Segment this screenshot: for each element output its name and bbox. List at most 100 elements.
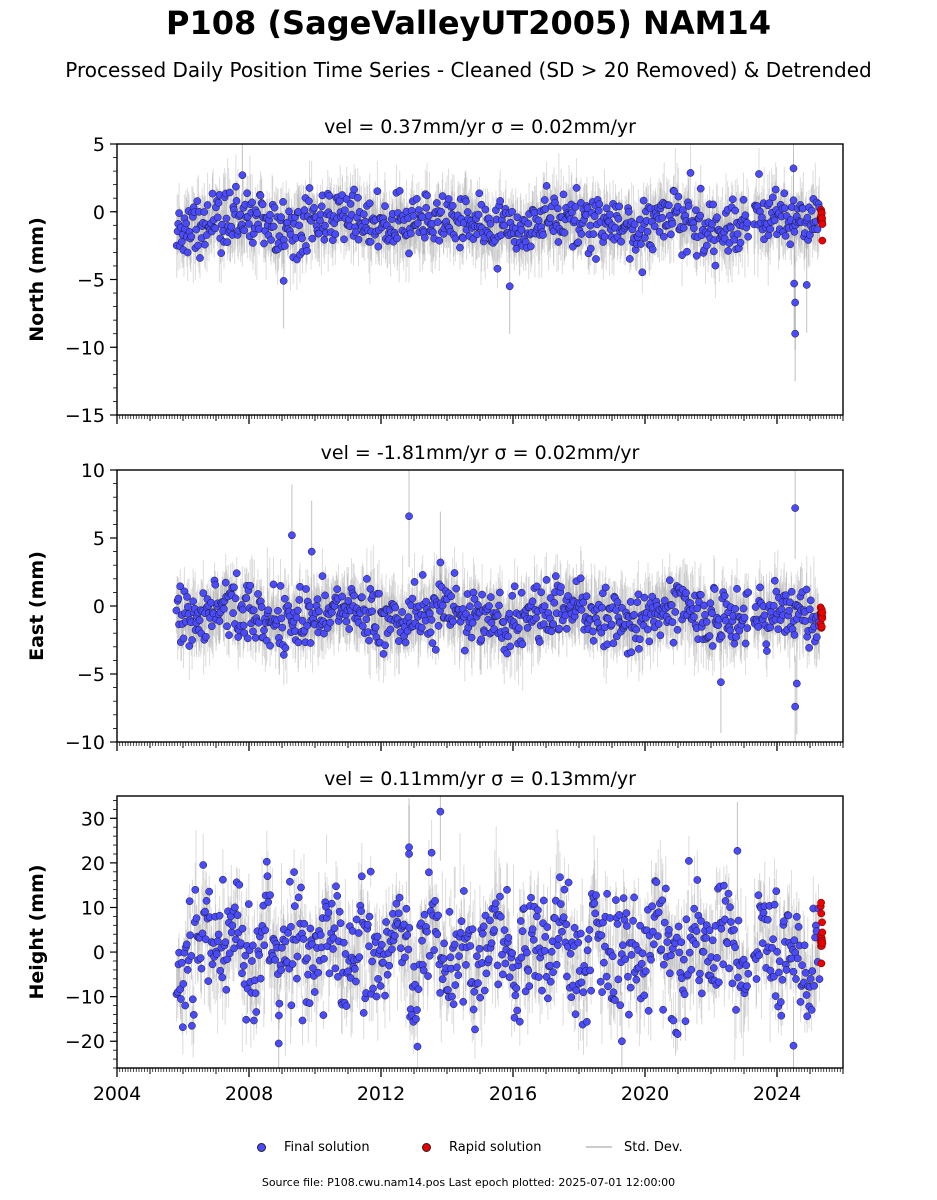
- final-point: [254, 590, 262, 598]
- final-point: [568, 208, 576, 217]
- panel-title: vel = -1.81mm/yr σ = 0.02mm/yr: [321, 442, 640, 464]
- final-point: [648, 592, 657, 601]
- final-point: [667, 230, 675, 239]
- final-point: [264, 606, 273, 615]
- final-point: [595, 200, 604, 208]
- y-tick-label: −5: [77, 664, 105, 686]
- final-point: [468, 619, 477, 627]
- final-point: [381, 641, 389, 650]
- final-point: [539, 231, 547, 239]
- final-point: [736, 238, 745, 247]
- final-point: [194, 241, 202, 250]
- final-point: [692, 251, 701, 260]
- final-point: [499, 618, 508, 626]
- final-point: [238, 605, 247, 614]
- final-point: [669, 638, 678, 647]
- final-point: [438, 601, 447, 610]
- final-point: [176, 582, 185, 591]
- final-point: [305, 197, 313, 206]
- final-point: [340, 235, 348, 244]
- final-point: [802, 585, 811, 594]
- final-point: [710, 585, 719, 593]
- final-point: [741, 639, 750, 648]
- final-point: [363, 575, 371, 583]
- final-point: [702, 241, 711, 250]
- final-point: [627, 648, 636, 657]
- final-point: [506, 642, 515, 651]
- final-point: [805, 643, 813, 652]
- final-point: [553, 204, 562, 213]
- rapid-solution-points: [816, 206, 827, 245]
- final-point: [437, 207, 445, 216]
- final-point: [359, 210, 368, 219]
- final-point: [365, 199, 374, 208]
- final-point: [362, 615, 371, 624]
- final-point: [765, 199, 774, 207]
- final-point: [448, 201, 457, 210]
- final-point: [474, 601, 482, 609]
- final-point: [486, 593, 495, 601]
- final-point: [542, 182, 551, 190]
- final-point: [279, 651, 288, 659]
- final-point: [222, 214, 231, 223]
- final-point: [200, 208, 209, 216]
- final-point: [534, 216, 543, 225]
- final-point: [805, 605, 814, 614]
- final-point: [813, 225, 822, 234]
- final-point: [203, 201, 212, 209]
- rapid-point: [818, 236, 827, 245]
- final-point: [689, 224, 698, 233]
- final-point: [496, 197, 505, 205]
- final-point: [615, 202, 624, 211]
- final-point: [655, 228, 664, 236]
- final-point: [589, 636, 598, 645]
- final-point: [195, 616, 204, 625]
- final-point-outlier: [436, 558, 445, 567]
- final-point: [189, 597, 197, 606]
- final-point: [431, 645, 440, 654]
- final-point-outlier: [279, 277, 288, 285]
- final-point: [466, 602, 474, 611]
- final-point: [460, 646, 469, 655]
- final-point: [305, 602, 314, 611]
- final-point: [214, 198, 223, 207]
- final-point: [326, 618, 335, 627]
- final-point: [381, 202, 389, 210]
- final-point: [693, 604, 702, 613]
- final-point: [426, 628, 435, 637]
- final-point: [318, 572, 327, 580]
- final-point: [232, 182, 240, 191]
- y-tick-label: 0: [93, 202, 105, 224]
- final-point: [340, 206, 349, 215]
- final-point: [640, 593, 649, 602]
- final-point: [175, 209, 183, 217]
- final-point: [401, 638, 410, 647]
- final-point-outlier: [791, 298, 800, 307]
- rapid-point: [817, 622, 826, 631]
- final-point: [207, 622, 216, 631]
- final-point-outlier: [307, 547, 316, 556]
- final-point: [683, 247, 691, 256]
- final-point-outlier: [505, 282, 514, 291]
- final-point: [368, 607, 376, 616]
- final-point: [679, 224, 688, 232]
- final-point: [223, 238, 232, 247]
- final-point: [674, 192, 683, 201]
- y-axis-label: North (mm): [26, 217, 48, 342]
- final-point: [609, 639, 618, 648]
- final-point: [295, 221, 304, 230]
- final-point: [730, 639, 739, 648]
- final-point: [605, 210, 614, 219]
- final-point-outlier: [238, 171, 247, 180]
- final-point: [696, 184, 705, 193]
- final-point: [477, 635, 486, 644]
- final-point: [696, 211, 705, 220]
- final-point: [346, 200, 355, 208]
- chart-title: P108 (SageValleyUT2005) NAM14: [166, 4, 771, 42]
- final-point: [709, 247, 718, 256]
- final-point-outlier: [405, 512, 413, 521]
- final-point: [503, 649, 511, 658]
- final-point: [404, 613, 413, 621]
- final-point: [632, 625, 641, 634]
- final-point: [280, 594, 289, 603]
